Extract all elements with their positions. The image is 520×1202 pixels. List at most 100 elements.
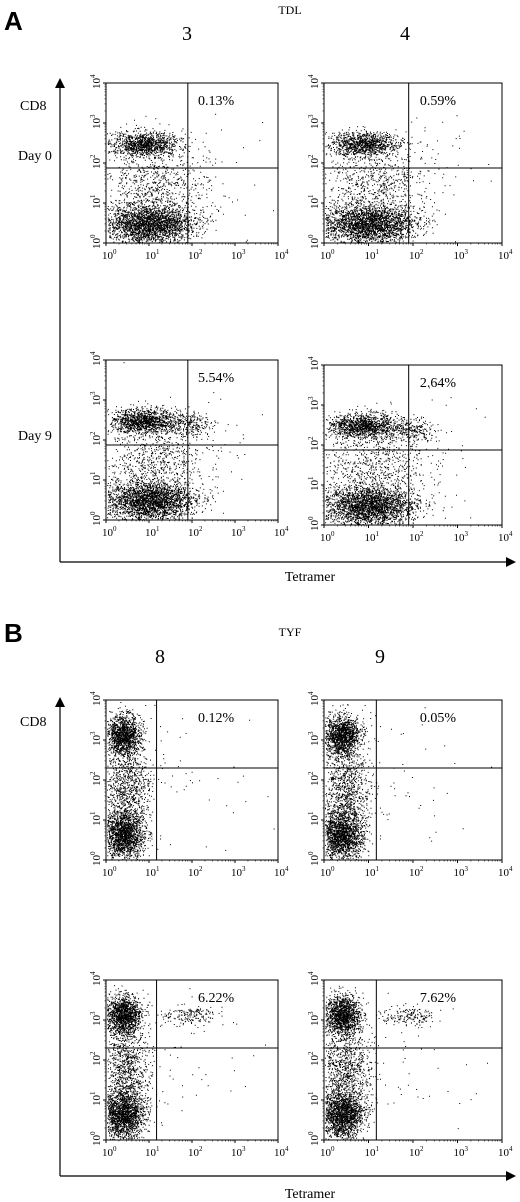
y-tick-label: 100 — [89, 851, 103, 866]
x-tick-label-exponent: 2 — [420, 248, 424, 256]
y-tick-label-exponent: 3 — [307, 1011, 315, 1015]
x-tick-label-exponent: 3 — [465, 530, 469, 538]
x-tick-label-exponent: 3 — [242, 525, 246, 533]
x-tick-label-base: 10 — [320, 867, 332, 879]
x-tick-label-base: 10 — [274, 527, 286, 539]
y-tick-label-exponent: 0 — [89, 851, 97, 855]
x-tick-label-base: 10 — [409, 532, 421, 544]
x-tick-label-exponent: 4 — [509, 1145, 513, 1153]
y-tick-label: 103 — [307, 731, 321, 746]
x-tick-label-base: 10 — [409, 1147, 421, 1159]
x-tick-label-base: 10 — [102, 527, 114, 539]
quadrant-percent-label: 5.54% — [198, 371, 235, 386]
y-tick-label: 101 — [307, 1091, 321, 1106]
y-tick-label-base: 10 — [91, 1055, 103, 1067]
y-tick-label: 101 — [307, 811, 321, 826]
cd8-positive-population — [107, 400, 207, 442]
x-tick-label: 102 — [409, 865, 424, 879]
x-tick-label: 100 — [102, 525, 117, 539]
x-tick-label-base: 10 — [188, 250, 200, 262]
y-tick-label-exponent: 2 — [307, 1051, 315, 1055]
x-tick-label-base: 10 — [145, 250, 157, 262]
y-tick-label-exponent: 0 — [307, 516, 315, 520]
y-tick-label-exponent: 0 — [307, 234, 315, 238]
x-tick-label-exponent: 3 — [242, 1145, 246, 1153]
x-tick-label: 104 — [274, 525, 289, 539]
y-tick-label-base: 10 — [309, 735, 321, 747]
scattered-population — [107, 993, 171, 1132]
x-tick-label-base: 10 — [274, 1147, 286, 1159]
y-tick-label-exponent: 3 — [307, 114, 315, 118]
x-tick-label-exponent: 4 — [285, 865, 289, 873]
x-tick-label-base: 10 — [365, 532, 377, 544]
y-tick-label: 101 — [307, 476, 321, 491]
x-tick-label-exponent: 2 — [420, 530, 424, 538]
y-tick-label-exponent: 2 — [307, 771, 315, 775]
y-tick-label: 104 — [89, 74, 103, 89]
y-tick-label: 104 — [89, 351, 103, 366]
x-tick-label-base: 10 — [102, 867, 114, 879]
y-tick-label-base: 10 — [309, 775, 321, 787]
x-tick-label-base: 10 — [454, 250, 466, 262]
x-tick-label: 101 — [145, 525, 160, 539]
y-tick-label: 104 — [307, 356, 321, 371]
x-tick-label-exponent: 0 — [113, 865, 117, 873]
y-axis-arrowhead — [55, 78, 65, 88]
y-tick-label-exponent: 1 — [89, 1091, 97, 1095]
y-tick-label-exponent: 4 — [307, 356, 315, 360]
x-axis-arrowhead — [506, 1171, 516, 1181]
x-tick-label: 100 — [320, 1145, 335, 1159]
y-tick-label: 100 — [307, 516, 321, 531]
y-tick-label-exponent: 1 — [307, 476, 315, 480]
y-tick-label-exponent: 1 — [89, 194, 97, 198]
panel-a: A TDL 3 4 CD8 Day 0 Day 9 Tetramer — [4, 3, 516, 585]
y-tick-label-base: 10 — [309, 118, 321, 130]
y-tick-label-exponent: 0 — [89, 234, 97, 238]
y-tick-label-exponent: 1 — [89, 471, 97, 475]
y-tick-label-base: 10 — [309, 1135, 321, 1147]
x-tick-label: 103 — [231, 1145, 246, 1159]
x-tick-label: 101 — [145, 248, 160, 262]
x-tick-label-exponent: 0 — [113, 525, 117, 533]
y-tick-label-base: 10 — [91, 735, 103, 747]
x-tick-label-base: 10 — [102, 1147, 114, 1159]
x-tick-label: 100 — [102, 248, 117, 262]
y-tick-label-base: 10 — [309, 520, 321, 532]
y-tick-label-base: 10 — [309, 1095, 321, 1107]
quadrant-percent-label: 0.12% — [198, 711, 235, 726]
y-tick-label: 103 — [89, 1011, 103, 1026]
y-tick-label-base: 10 — [309, 360, 321, 372]
y-tick-label: 103 — [307, 396, 321, 411]
y-tick-label-base: 10 — [309, 238, 321, 250]
x-tick-label-exponent: 2 — [199, 248, 203, 256]
y-tick-label-base: 10 — [91, 435, 103, 447]
x-tick-label-exponent: 0 — [113, 1145, 117, 1153]
y-tick-label-exponent: 1 — [307, 194, 315, 198]
x-tick-label-exponent: 1 — [156, 865, 160, 873]
x-tick-label-exponent: 3 — [465, 1145, 469, 1153]
y-tick-label-base: 10 — [309, 1015, 321, 1027]
y-tick-label: 103 — [307, 1011, 321, 1026]
y-tick-label-exponent: 2 — [307, 436, 315, 440]
scattered-population — [325, 723, 388, 855]
x-tick-label: 101 — [145, 865, 160, 879]
y-tick-label: 101 — [89, 1091, 103, 1106]
scattered-population — [107, 731, 165, 844]
y-tick-label-base: 10 — [91, 515, 103, 527]
x-tick-label-exponent: 1 — [156, 525, 160, 533]
y-tick-label-base: 10 — [91, 815, 103, 827]
y-tick-label: 100 — [89, 1131, 103, 1146]
y-tick-label-exponent: 4 — [89, 691, 97, 695]
y-tick-label-base: 10 — [309, 400, 321, 412]
quadrant-percent-label: 0.05% — [420, 711, 457, 726]
y-tick-label: 104 — [307, 691, 321, 706]
x-tick-label-base: 10 — [102, 250, 114, 262]
panel-letter: B — [4, 618, 23, 648]
tetramer-positive-population — [157, 1003, 223, 1035]
x-tick-label-base: 10 — [188, 1147, 200, 1159]
x-tick-label: 100 — [102, 865, 117, 879]
x-tick-label-exponent: 1 — [376, 865, 380, 873]
y-tick-label-base: 10 — [309, 198, 321, 210]
x-tick-label: 102 — [188, 248, 203, 262]
